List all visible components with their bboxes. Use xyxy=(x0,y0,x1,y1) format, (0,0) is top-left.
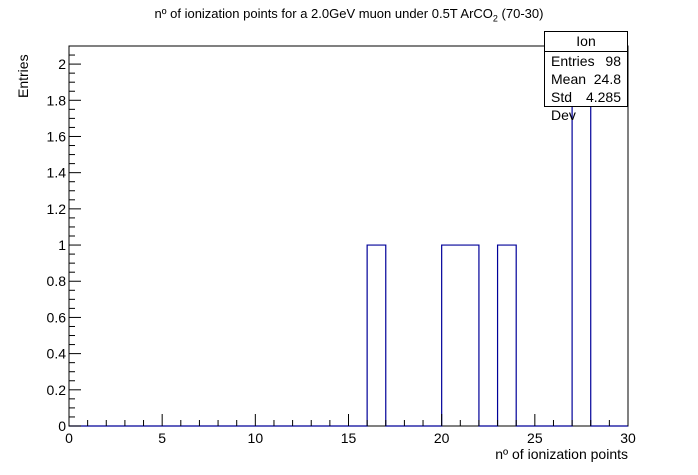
stats-mean-value: 24.8 xyxy=(593,71,621,87)
y-tick-label: 0.2 xyxy=(47,382,67,398)
stats-mean-label: Mean xyxy=(551,71,587,87)
stats-std-label: Std Dev xyxy=(551,89,576,123)
stats-row-mean: Mean 24.8 xyxy=(545,70,627,88)
histogram-bin xyxy=(498,245,517,426)
chart-title-tail: (70-30) xyxy=(497,6,544,21)
stats-title: Ion xyxy=(545,32,627,52)
stats-box: Ion Entries 98 Mean 24.8 Std Dev 4.285 xyxy=(544,31,628,123)
x-tick-label: 20 xyxy=(434,430,450,446)
y-tick-label: 2 xyxy=(58,56,66,72)
y-tick-label: 0.4 xyxy=(47,346,67,362)
histogram-bin xyxy=(460,245,479,426)
stats-entries-label: Entries xyxy=(551,53,595,69)
y-tick-label: 0.8 xyxy=(47,273,67,289)
x-tick-label: 10 xyxy=(248,430,264,446)
histogram-bin xyxy=(442,245,461,426)
stats-std-value: 4.285 xyxy=(585,89,621,105)
stats-entries-value: 98 xyxy=(605,53,621,69)
histogram-outline xyxy=(69,63,628,427)
y-tick-label: 1.4 xyxy=(47,165,67,181)
y-tick-label: 1.2 xyxy=(47,201,67,217)
histogram-bin xyxy=(367,245,386,426)
y-axis-label: Entries xyxy=(15,54,31,98)
chart-title-main: nº of ionization points for a 2.0GeV muo… xyxy=(154,6,493,21)
x-tick-label: 0 xyxy=(65,430,73,446)
x-tick-label: 25 xyxy=(527,430,543,446)
y-tick-label: 0 xyxy=(58,418,66,434)
y-tick-label: 0.6 xyxy=(47,309,67,325)
chart-title: nº of ionization points for a 2.0GeV muo… xyxy=(0,6,698,24)
x-tick-label: 30 xyxy=(620,430,636,446)
chart-title-subscript: 2 xyxy=(492,13,498,24)
x-axis-label: nº of ionization points xyxy=(495,446,628,462)
x-tick-label: 15 xyxy=(341,430,357,446)
x-tick-label: 5 xyxy=(158,430,166,446)
y-tick-label: 1.8 xyxy=(47,92,67,108)
y-tick-label: 1 xyxy=(58,237,66,253)
stats-row-stddev: Std Dev 4.285 xyxy=(545,88,627,123)
stats-row-entries: Entries 98 xyxy=(545,52,627,70)
y-tick-label: 1.6 xyxy=(47,128,67,144)
